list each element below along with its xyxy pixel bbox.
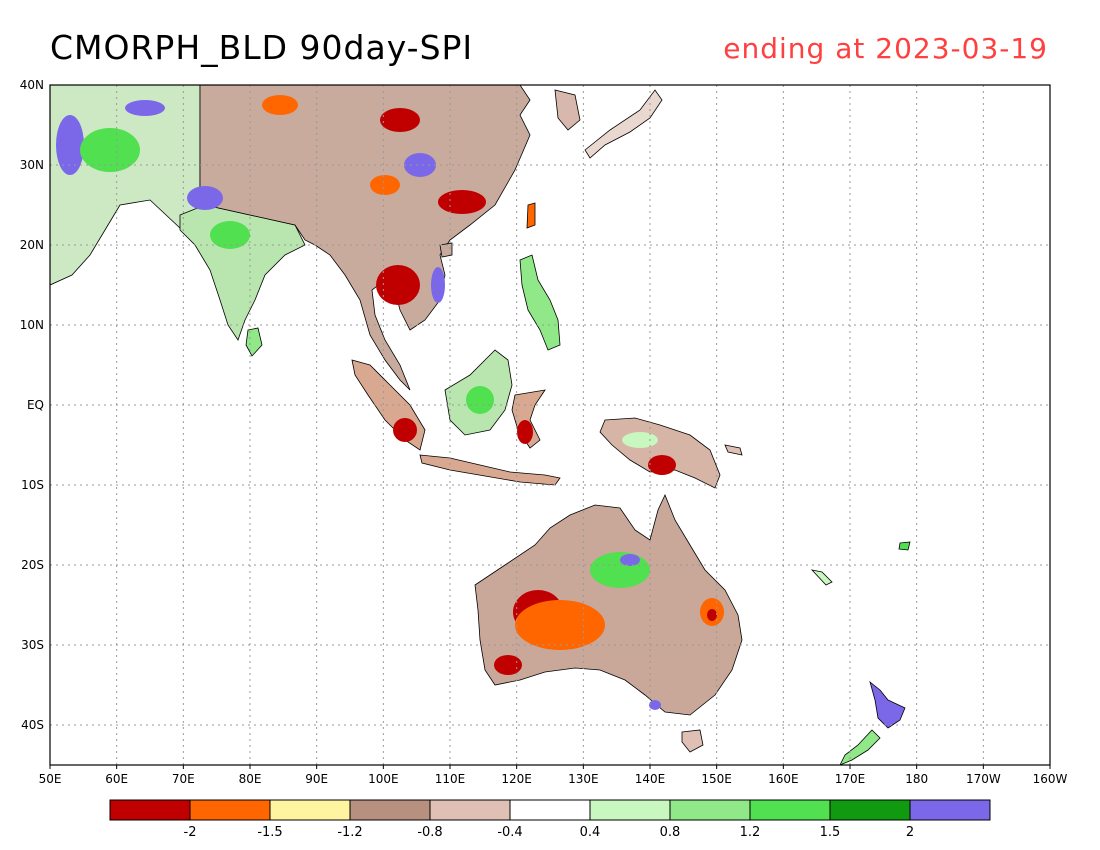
colorbar-label: 0.4 — [580, 825, 601, 840]
lon-tick-label: 180 — [905, 772, 928, 786]
patch-very-dry — [648, 455, 676, 475]
colorbar-label: 1.2 — [740, 825, 761, 840]
land-australia — [474, 493, 743, 716]
lat-tick-label: 40S — [21, 718, 44, 732]
patch-wet — [466, 386, 494, 414]
lat-tick-label: 20S — [21, 558, 44, 572]
lat-tick-label: 10N — [20, 318, 44, 332]
colorbar-swatch — [269, 799, 351, 821]
colorbar-swatch — [589, 799, 671, 821]
patch-very-wet — [649, 700, 661, 710]
colorbar-label: -1.5 — [257, 825, 282, 840]
colorbar: -2 -1.5 -1.2 -0.8 -0.4 0.4 0.8 1.2 1.5 2 — [109, 799, 991, 840]
land-solomon-islands — [724, 444, 743, 456]
colorbar-swatch — [829, 799, 911, 821]
lon-tick-labels: 50E 60E 70E 80E 90E 100E 110E 120E 130E 140E 150E 1… — [39, 765, 1068, 786]
lon-tick-label: 160E — [768, 772, 799, 786]
patch-very-wet — [187, 186, 223, 210]
lon-tick-label: 160W — [1033, 772, 1068, 786]
land-philippines — [519, 254, 561, 351]
colorbar-swatch — [429, 799, 511, 821]
graticule — [50, 85, 1050, 765]
colorbar-label: -2 — [184, 825, 197, 840]
land-sulawesi — [511, 389, 546, 449]
land-nz-north — [869, 680, 906, 729]
land-hainan — [439, 242, 453, 258]
patch-very-wet — [125, 100, 165, 116]
map-subtitle: ending at 2023-03-19 — [723, 32, 1048, 65]
lat-tick-label: 30S — [21, 638, 44, 652]
patch-very-wet — [404, 153, 436, 177]
lon-tick-label: 110E — [435, 772, 466, 786]
colorbar-label: -0.4 — [497, 825, 522, 840]
colorbar-label: 2 — [906, 825, 914, 840]
patch-very-wet — [620, 554, 640, 566]
patch-wet — [80, 128, 140, 172]
patch-wet — [210, 221, 250, 249]
colorbar-label: 0.8 — [660, 825, 681, 840]
lon-tick-label: 120E — [501, 772, 532, 786]
lon-tick-label: 80E — [239, 772, 262, 786]
lat-tick-label: 20N — [20, 238, 44, 252]
land-taiwan — [526, 202, 536, 229]
patch-very-dry — [376, 265, 420, 305]
colorbar-swatch — [109, 799, 191, 821]
colorbar-swatch — [349, 799, 431, 821]
patch-very-dry — [380, 108, 420, 132]
lon-tick-label: 150E — [701, 772, 732, 786]
patch-very-wet — [56, 115, 84, 175]
patch-dry — [370, 175, 400, 195]
lon-tick-label: 90E — [305, 772, 328, 786]
colorbar-label: -1.2 — [337, 825, 362, 840]
land-java — [419, 454, 561, 486]
patch-very-wet — [431, 267, 445, 303]
map-title: CMORPH_BLD 90day-SPI — [50, 28, 474, 67]
lon-tick-label: 140E — [635, 772, 666, 786]
lon-tick-label: 170W — [966, 772, 1001, 786]
colorbar-swatch — [749, 799, 831, 821]
lon-tick-label: 170E — [835, 772, 866, 786]
lat-tick-label: 10S — [21, 478, 44, 492]
lon-tick-label: 60E — [105, 772, 128, 786]
land-layer — [50, 85, 911, 765]
patch-very-dry — [707, 609, 717, 621]
colorbar-label: 1.5 — [820, 825, 841, 840]
patch-very-dry — [494, 655, 522, 675]
patch-very-dry — [517, 420, 533, 444]
lon-tick-label: 50E — [39, 772, 62, 786]
lat-tick-label: 30N — [20, 158, 44, 172]
patch-very-dry — [438, 190, 486, 214]
lon-tick-label: 70E — [172, 772, 195, 786]
patch-very-dry — [393, 418, 417, 442]
patch-wet — [590, 552, 650, 588]
land-china-indochina — [199, 85, 531, 391]
land-tasmania — [681, 729, 704, 753]
lon-tick-label: 100E — [368, 772, 399, 786]
patch-light-wet — [622, 432, 658, 448]
colorbar-swatch — [509, 799, 591, 821]
colorbar-swatch — [189, 799, 271, 821]
colorbar-label: -0.8 — [417, 825, 442, 840]
lat-tick-label: 40N — [20, 78, 44, 92]
colorbar-swatch — [909, 799, 991, 821]
lat-tick-labels: 40N 30N 20N 10N EQ 10S 20S 30S 40S — [20, 78, 44, 732]
map-frame — [49, 84, 1051, 766]
lon-tick-label: 130E — [568, 772, 599, 786]
land-new-caledonia — [810, 569, 833, 586]
colorbar-swatch — [669, 799, 751, 821]
patch-dry — [262, 95, 298, 115]
anomaly-patches — [56, 95, 724, 710]
land-nz-south — [839, 729, 881, 765]
lat-tick-label: EQ — [27, 398, 44, 412]
patch-dry — [515, 600, 605, 650]
land-fiji — [898, 541, 911, 551]
land-korea — [554, 89, 581, 131]
land-japan — [584, 89, 663, 159]
